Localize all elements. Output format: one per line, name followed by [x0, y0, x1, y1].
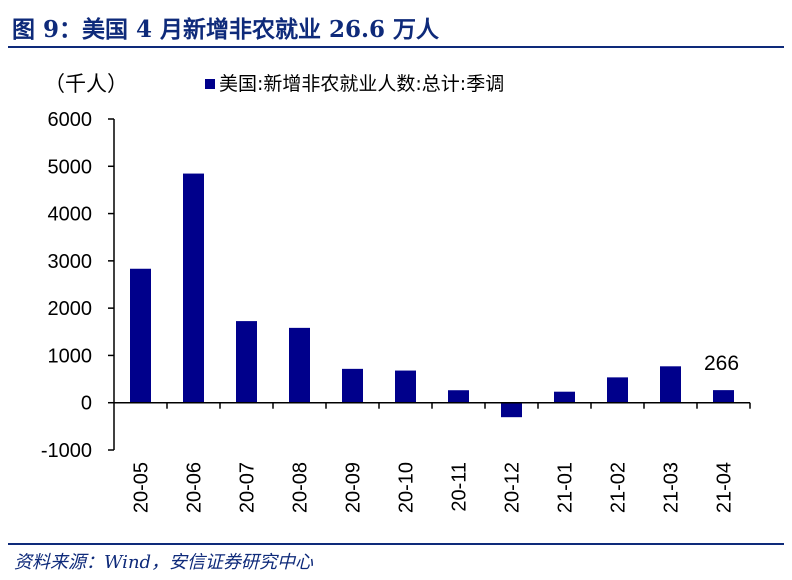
bar-20-12 — [501, 402, 522, 418]
x-tick-label: 20-11 — [449, 462, 471, 512]
y-tick-label: 6000 — [48, 109, 93, 131]
y-tick-label: 5000 — [48, 156, 93, 178]
figure-title: 图 9：美国 4 月新增非农就业 26.6 万人 — [12, 16, 440, 43]
y-tick-label: 1000 — [48, 345, 93, 367]
data-label-21-04: 266 — [704, 352, 739, 375]
bar-21-01 — [554, 391, 575, 403]
legend-swatch — [205, 79, 215, 89]
x-tick-label: 20-10 — [396, 462, 418, 513]
x-tick-label: 20-09 — [343, 462, 365, 513]
y-axis-unit-label: （千人） — [44, 72, 128, 96]
bars-group — [130, 173, 734, 418]
x-tick-label: 20-07 — [237, 462, 259, 513]
bar-20-08 — [289, 327, 310, 403]
bar-20-07 — [236, 321, 257, 403]
x-tick-label: 20-05 — [131, 462, 153, 513]
y-tick-label: 3000 — [48, 251, 93, 273]
bar-20-06 — [183, 173, 204, 403]
bar-21-03 — [660, 366, 681, 403]
data-labels-group: 266 — [704, 352, 739, 375]
x-axis-ticks: 20-05 20-06 20-07 20-08 20-09 20-10 20-11 20-12… — [131, 402, 751, 513]
x-tick-label: 21-04 — [714, 462, 736, 513]
x-tick-label: 21-02 — [608, 462, 630, 513]
x-tick-label: 21-01 — [555, 462, 577, 513]
y-tick-label: -1000 — [41, 440, 92, 462]
x-tick-label: 21-03 — [661, 462, 683, 513]
bar-21-04 — [713, 390, 734, 403]
bar-20-10 — [395, 370, 416, 403]
bar-20-05 — [130, 268, 151, 403]
y-tick-label: 4000 — [48, 204, 93, 226]
x-tick-label: 20-08 — [290, 462, 312, 513]
y-tick-label: 0 — [81, 393, 92, 415]
x-tick-label: 20-12 — [502, 462, 524, 513]
title-divider — [8, 46, 784, 48]
source-note: 资料来源：Wind，安信证券研究中心 — [14, 552, 314, 573]
x-tick-label: 20-06 — [184, 462, 206, 513]
legend-label: 美国:新增非农就业人数:总计:季调 — [219, 73, 504, 95]
bar-chart: （千人） 美国:新增非农就业人数:总计:季调 6000 5000 4000 3000 2… — [41, 72, 751, 513]
y-tick-label: 2000 — [48, 298, 93, 320]
bar-20-11 — [448, 390, 469, 403]
bar-20-09 — [342, 368, 363, 403]
y-axis-ticks: 6000 5000 4000 3000 2000 1000 0 -1000 — [41, 109, 114, 462]
source-divider — [8, 543, 784, 545]
bar-21-02 — [607, 377, 628, 403]
